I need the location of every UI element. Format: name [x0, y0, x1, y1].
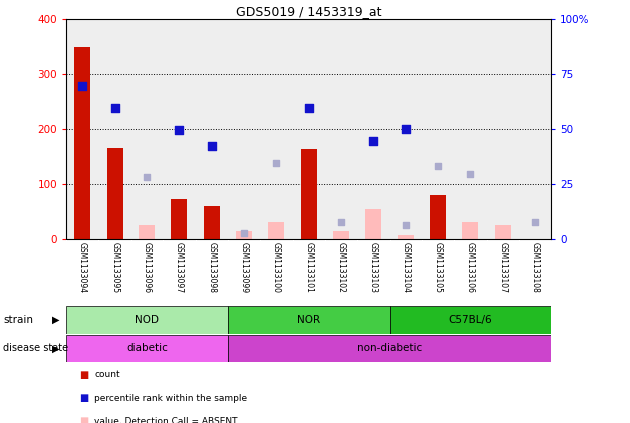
Bar: [430, 195, 446, 239]
Text: GSM1133099: GSM1133099: [239, 242, 248, 293]
Point: [369, 138, 379, 145]
Bar: [268, 222, 285, 239]
Text: GSM1133104: GSM1133104: [401, 242, 410, 293]
Bar: [398, 235, 414, 239]
Text: GSM1133101: GSM1133101: [304, 242, 313, 293]
Text: ▶: ▶: [52, 343, 60, 353]
Text: GSM1133108: GSM1133108: [530, 242, 539, 293]
Point: [336, 219, 346, 226]
Text: GSM1133107: GSM1133107: [498, 242, 507, 293]
Text: GSM1133094: GSM1133094: [78, 242, 87, 293]
Point: [272, 160, 282, 167]
Text: ▶: ▶: [52, 315, 60, 325]
Text: GSM1133098: GSM1133098: [207, 242, 216, 293]
Text: non-diabetic: non-diabetic: [357, 343, 422, 353]
Text: strain: strain: [3, 315, 33, 325]
Text: ■: ■: [79, 393, 88, 403]
Text: value, Detection Call = ABSENT: value, Detection Call = ABSENT: [94, 417, 238, 423]
Bar: [66, 306, 228, 334]
Point: [401, 222, 411, 229]
Bar: [66, 335, 228, 362]
Bar: [139, 225, 155, 239]
Bar: [333, 231, 349, 239]
Point: [175, 127, 185, 134]
Text: count: count: [94, 370, 120, 379]
Title: GDS5019 / 1453319_at: GDS5019 / 1453319_at: [236, 5, 381, 18]
Point: [401, 126, 411, 132]
Point: [207, 142, 217, 149]
Text: C57BL/6: C57BL/6: [449, 315, 492, 325]
Bar: [236, 231, 252, 239]
Bar: [74, 47, 91, 239]
Bar: [228, 306, 389, 334]
Text: percentile rank within the sample: percentile rank within the sample: [94, 393, 248, 403]
Bar: [171, 199, 188, 239]
Text: disease state: disease state: [3, 343, 68, 353]
Bar: [203, 206, 220, 239]
Point: [433, 162, 443, 169]
Text: GSM1133095: GSM1133095: [110, 242, 119, 293]
Text: GSM1133106: GSM1133106: [466, 242, 475, 293]
Point: [110, 105, 120, 112]
Text: GSM1133097: GSM1133097: [175, 242, 184, 293]
Bar: [365, 209, 382, 239]
Bar: [228, 335, 551, 362]
Text: diabetic: diabetic: [126, 343, 168, 353]
Point: [239, 230, 249, 237]
Point: [466, 171, 476, 178]
Text: GSM1133103: GSM1133103: [369, 242, 378, 293]
Bar: [389, 306, 551, 334]
Point: [304, 105, 314, 112]
Text: ■: ■: [79, 370, 88, 380]
Text: ■: ■: [79, 416, 88, 423]
Text: GSM1133105: GSM1133105: [433, 242, 442, 293]
Point: [142, 173, 152, 180]
Text: GSM1133102: GSM1133102: [336, 242, 345, 293]
Text: NOR: NOR: [297, 315, 320, 325]
Bar: [495, 225, 511, 239]
Point: [530, 219, 540, 226]
Text: GSM1133100: GSM1133100: [272, 242, 281, 293]
Text: NOD: NOD: [135, 315, 159, 325]
Bar: [462, 222, 479, 239]
Bar: [301, 149, 317, 239]
Point: [77, 83, 88, 90]
Text: GSM1133096: GSM1133096: [142, 242, 151, 293]
Bar: [106, 148, 123, 239]
